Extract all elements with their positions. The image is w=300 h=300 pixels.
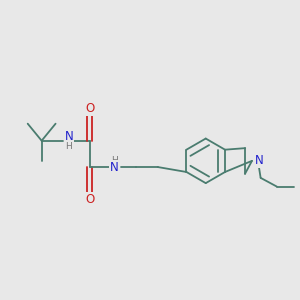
Text: H: H — [65, 142, 72, 151]
Text: N: N — [64, 130, 73, 143]
Text: O: O — [85, 102, 94, 115]
Text: O: O — [85, 193, 94, 206]
Text: N: N — [254, 154, 263, 167]
Text: H: H — [111, 156, 118, 165]
Text: N: N — [110, 160, 119, 173]
